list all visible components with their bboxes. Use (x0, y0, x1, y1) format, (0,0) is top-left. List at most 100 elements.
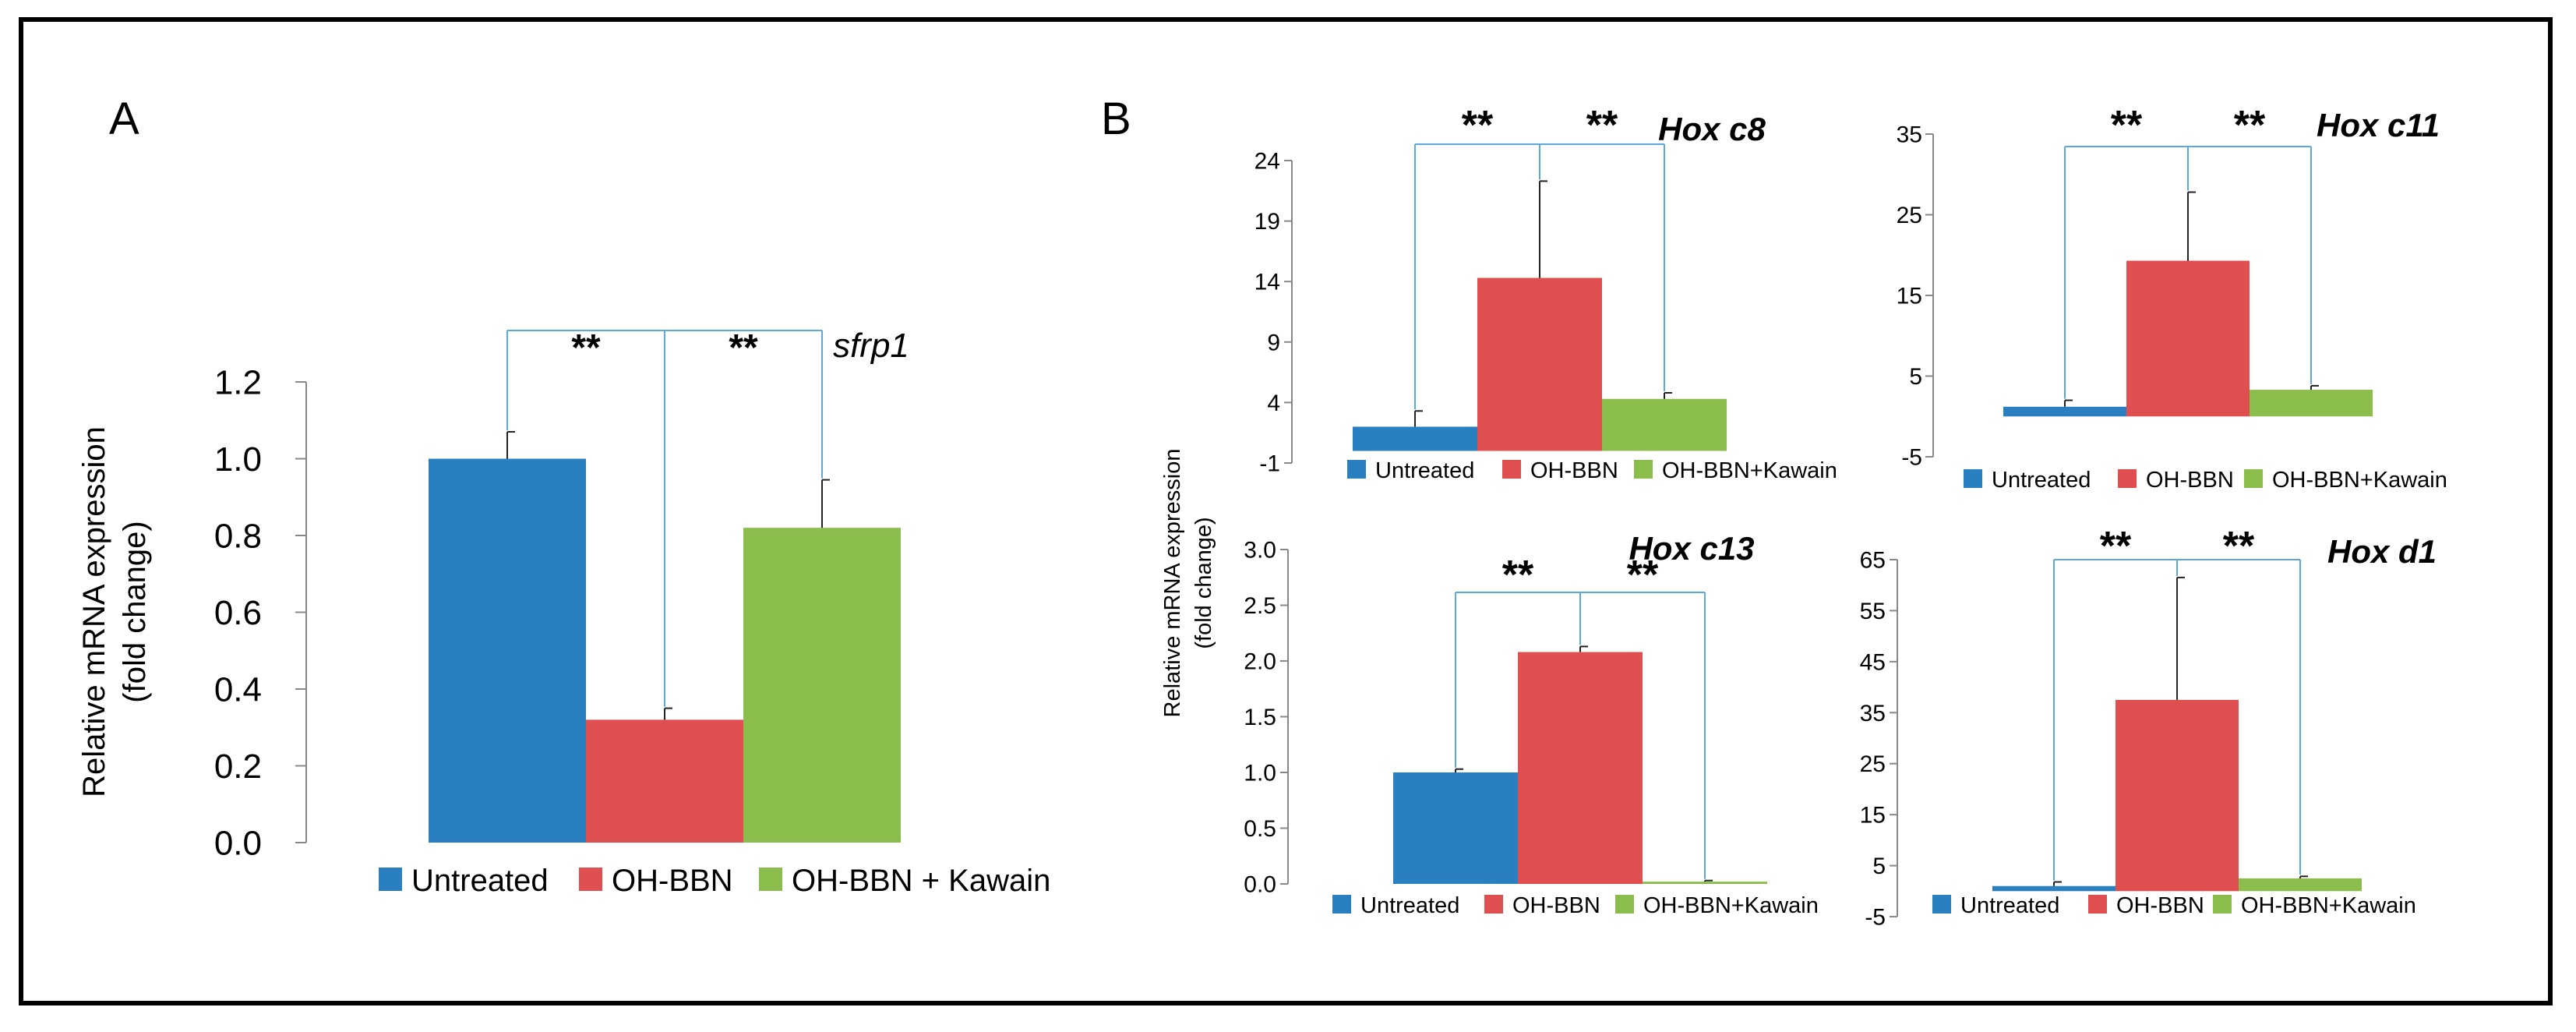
legend-swatch (2088, 895, 2107, 914)
significance-stars: ** (729, 327, 758, 369)
bar (2003, 406, 2126, 417)
panel-b-ylabel-line2: (fold change) (1191, 517, 1216, 649)
significance-stars: ** (2234, 103, 2266, 148)
legend-label: OH-BBN (1512, 893, 1600, 918)
y-tick-label: 1.5 (1244, 705, 1276, 730)
bar (1477, 277, 1602, 451)
y-tick-label: 45 (1860, 649, 1886, 675)
panel-letter-b: B (1101, 94, 1131, 144)
legend-swatch (579, 868, 602, 891)
bar (1643, 882, 1767, 884)
significance-stars: ** (2111, 103, 2143, 148)
y-tick-label: 25 (1860, 751, 1886, 777)
bar (2115, 699, 2239, 892)
legend-label: OH-BBN (2146, 468, 2234, 493)
chart-hox-c11: -5 5 15 25 35 ** ** Hox c11 Untreated OH-BBN OH-BB… (1897, 103, 2447, 493)
y-tick-label: 14 (1254, 270, 1280, 295)
gene-title: Hox d1 (2327, 533, 2437, 570)
y-tick-label: 35 (1897, 122, 1922, 148)
bar (2239, 878, 2362, 892)
gene-title: Hox c8 (1658, 111, 1766, 147)
y-axis-label-line1: Relative mRNA expression (77, 426, 111, 797)
y-tick-label: 2.5 (1244, 593, 1276, 619)
y-axis-label: Relative mRNA expression (fold change) (77, 426, 152, 797)
significance-stars: ** (1462, 103, 1494, 148)
bar (1518, 652, 1643, 884)
y-tick-label: 25 (1897, 203, 1922, 228)
panel-b-ylabel-line1: Relative mRNA expression (1160, 449, 1185, 718)
y-tick-label: 19 (1254, 209, 1280, 235)
y-tick-label: 35 (1860, 701, 1886, 726)
significance-stars: ** (2223, 524, 2255, 569)
legend-label: OH-BBN+Kawain (1662, 458, 1837, 483)
y-tick-label: 15 (1860, 803, 1886, 829)
y-tick-label: -5 (1865, 905, 1886, 931)
legend-label: OH-BBN+Kawain (2272, 468, 2447, 493)
bar (1602, 398, 1727, 451)
y-tick-label: 0.5 (1244, 816, 1276, 842)
chart-hox-c13: 0.00.51.01.52.02.53.0** **Hox c13Untreate… (1244, 530, 1819, 918)
legend-swatch (1634, 460, 1653, 479)
y-tick-label: 1.2 (214, 363, 262, 401)
gene-title: Hox c13 (1629, 530, 1754, 567)
legend-label: OH-BBN+Kawain (2241, 893, 2416, 918)
legend-label: OH-BBN (1530, 458, 1618, 483)
legend-swatch (759, 868, 782, 891)
y-tick-label: 55 (1860, 599, 1886, 624)
y-tick-label: 0.8 (214, 517, 262, 555)
significance-stars: ** (571, 327, 601, 369)
y-axis-label-line2: (fold change) (118, 521, 152, 702)
chart-sfrp1: 0.0 0.2 0.4 0.6 0.8 1.0 1.2 Relative mRNA expre… (77, 327, 1050, 898)
bar (1353, 426, 1477, 451)
bar (429, 458, 586, 843)
legend-label: OH-BBN + Kawain (792, 864, 1050, 898)
y-tick-label: 0.2 (214, 747, 262, 786)
y-tick-label: 5 (1909, 364, 1922, 390)
legend-label: Untreated (1992, 468, 2091, 493)
chart-hox-c8: -1 4 9 14 19 24 ** ** Hox c8 Untreated OH-BBN OH-BB… (1254, 103, 1837, 483)
legend-label: Untreated (1375, 458, 1474, 483)
y-tick-label: 24 (1254, 149, 1280, 175)
panel-b-ylabel: Relative mRNA expression (fold change) (1160, 449, 1216, 718)
bar (2250, 390, 2373, 417)
legend-swatch (2118, 469, 2137, 488)
figure-frame (19, 17, 2553, 1005)
bar (1992, 885, 2115, 892)
y-tick-label: 15 (1897, 284, 1922, 309)
y-tick-label: 0.0 (1244, 872, 1276, 898)
y-tick-label: 9 (1267, 330, 1280, 355)
y-tick-label: 65 (1860, 548, 1886, 574)
legend-swatch (2244, 469, 2263, 488)
significance-stars: ** (2100, 524, 2132, 569)
y-tick-label: 1.0 (1244, 761, 1276, 786)
legend-swatch (1502, 460, 1521, 479)
legend-label: Untreated (411, 864, 549, 898)
y-tick-label: 0.4 (214, 670, 262, 709)
legend-label: OH-BBN+Kawain (1643, 893, 1819, 918)
gene-title: Hox c11 (2317, 107, 2440, 143)
legend-swatch (1484, 895, 1503, 914)
bar (586, 719, 743, 843)
legend-swatch (1332, 895, 1351, 914)
y-tick-label: -5 (1901, 445, 1922, 471)
y-tick-label: 2.0 (1244, 649, 1276, 675)
legend-swatch (1347, 460, 1366, 479)
y-tick-label: 3.0 (1244, 538, 1276, 564)
gene-title: sfrp1 (833, 327, 909, 365)
legend-swatch (1615, 895, 1634, 914)
significance-stars: ** (1586, 103, 1618, 148)
y-tick-label: 1.0 (214, 440, 262, 479)
legend-label: OH-BBN (2116, 893, 2204, 918)
legend-swatch (2213, 895, 2232, 914)
bar (2126, 260, 2250, 417)
legend-swatch (1964, 469, 1982, 488)
legend-swatch (379, 868, 402, 891)
legend-label: OH-BBN (612, 864, 733, 898)
y-tick-label: 0.6 (214, 594, 262, 632)
y-tick-label: 5 (1872, 854, 1886, 879)
y-tick-label: 4 (1267, 391, 1280, 416)
significance-stars: ** (1627, 553, 1659, 598)
bar (1393, 772, 1518, 884)
legend-swatch (1932, 895, 1951, 914)
